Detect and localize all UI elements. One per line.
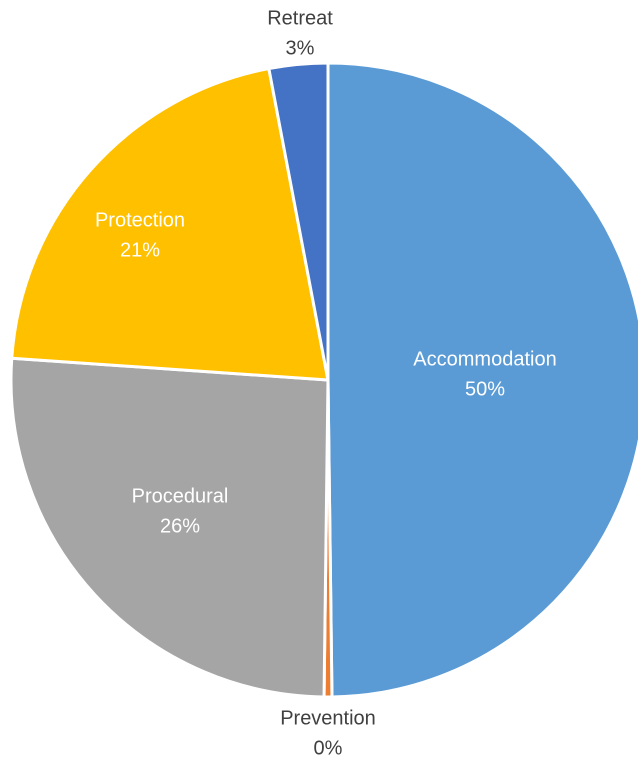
slice-label: Retreat [267, 7, 333, 29]
pie-slice [267, 61, 330, 382]
slice-value-label: 50% [465, 378, 505, 400]
pie-slice [326, 61, 638, 699]
slice-value-label: 0% [314, 737, 343, 759]
slice-label: Protection [95, 209, 185, 231]
slice-value-label: 21% [120, 239, 160, 261]
pie-slice [10, 67, 330, 382]
slice-value-label: 26% [160, 515, 200, 537]
slice-label: Accommodation [413, 348, 556, 370]
slice-label: Procedural [132, 485, 229, 507]
slice-label: Prevention [280, 707, 376, 729]
pie-slice [9, 356, 330, 699]
slice-value-label: 3% [286, 37, 315, 59]
